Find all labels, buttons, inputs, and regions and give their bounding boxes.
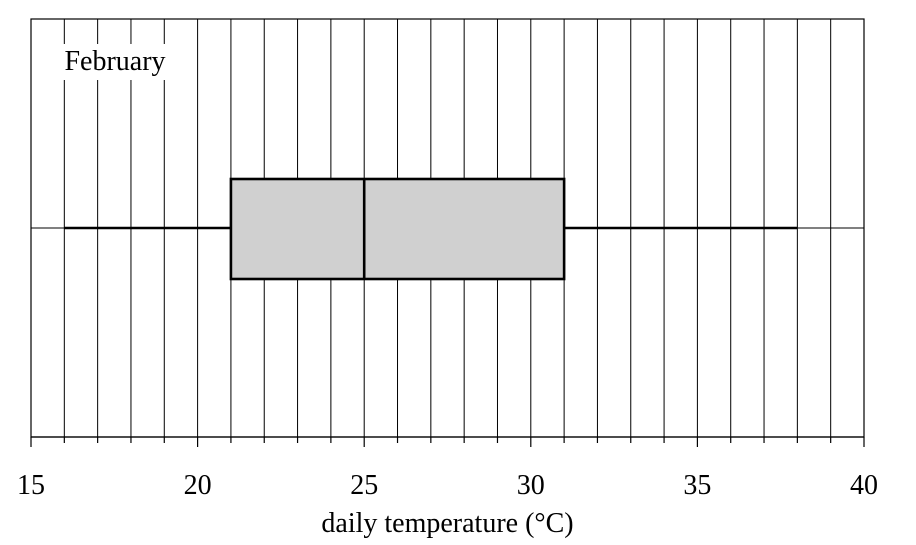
x-tick-label-40: 40	[850, 470, 878, 501]
panel-label: February	[64, 46, 165, 77]
interquartile-box	[229, 177, 566, 281]
panel-label-background	[50, 44, 180, 80]
x-tick-label-20: 20	[184, 470, 212, 501]
boxplot	[64, 177, 798, 281]
x-tick-label-15: 15	[17, 470, 45, 501]
x-tick-labels: 15 20 25 30 35 40	[17, 470, 878, 501]
x-axis-ticks	[30, 437, 865, 447]
x-tick-label-30: 30	[517, 470, 545, 501]
x-axis-label: daily temperature (°C)	[321, 508, 573, 539]
x-tick-label-35: 35	[683, 470, 711, 501]
x-tick-label-25: 25	[350, 470, 378, 501]
